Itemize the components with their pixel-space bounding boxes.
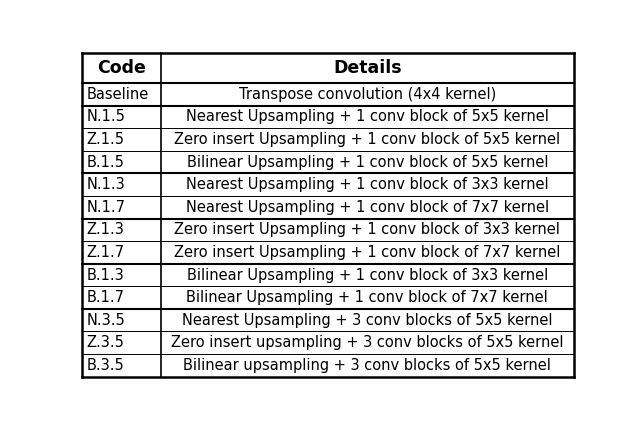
- Text: N.1.3: N.1.3: [86, 177, 125, 192]
- Text: Bilinear Upsampling + 1 conv block of 3x3 kernel: Bilinear Upsampling + 1 conv block of 3x…: [187, 267, 548, 283]
- Text: Code: Code: [97, 59, 146, 77]
- Text: Z.3.5: Z.3.5: [86, 335, 124, 350]
- Text: Nearest Upsampling + 1 conv block of 7x7 kernel: Nearest Upsampling + 1 conv block of 7x7…: [186, 200, 549, 215]
- Text: B.1.5: B.1.5: [86, 155, 124, 170]
- Text: B.3.5: B.3.5: [86, 358, 124, 373]
- Text: Zero insert upsampling + 3 conv blocks of 5x5 kernel: Zero insert upsampling + 3 conv blocks o…: [171, 335, 564, 350]
- Text: Nearest Upsampling + 1 conv block of 5x5 kernel: Nearest Upsampling + 1 conv block of 5x5…: [186, 110, 548, 125]
- Text: Nearest Upsampling + 3 conv blocks of 5x5 kernel: Nearest Upsampling + 3 conv blocks of 5x…: [182, 313, 552, 328]
- Text: N.1.7: N.1.7: [86, 200, 125, 215]
- Text: N.1.5: N.1.5: [86, 110, 125, 125]
- Text: Zero insert Upsampling + 1 conv block of 5x5 kernel: Zero insert Upsampling + 1 conv block of…: [174, 132, 561, 147]
- Text: Bilinear Upsampling + 1 conv block of 5x5 kernel: Bilinear Upsampling + 1 conv block of 5x…: [186, 155, 548, 170]
- Text: B.1.3: B.1.3: [86, 267, 124, 283]
- Text: B.1.7: B.1.7: [86, 290, 124, 305]
- Text: Bilinear Upsampling + 1 conv block of 7x7 kernel: Bilinear Upsampling + 1 conv block of 7x…: [186, 290, 548, 305]
- Text: Zero insert Upsampling + 1 conv block of 3x3 kernel: Zero insert Upsampling + 1 conv block of…: [174, 222, 560, 237]
- Text: Zero insert Upsampling + 1 conv block of 7x7 kernel: Zero insert Upsampling + 1 conv block of…: [174, 245, 561, 260]
- Text: Z.1.3: Z.1.3: [86, 222, 124, 237]
- Text: Details: Details: [333, 59, 401, 77]
- Text: Bilinear upsampling + 3 conv blocks of 5x5 kernel: Bilinear upsampling + 3 conv blocks of 5…: [183, 358, 551, 373]
- Text: Transpose convolution (4x4 kernel): Transpose convolution (4x4 kernel): [239, 87, 496, 102]
- Text: N.3.5: N.3.5: [86, 313, 125, 328]
- Text: Baseline: Baseline: [86, 87, 148, 102]
- Text: Z.1.5: Z.1.5: [86, 132, 124, 147]
- Text: Z.1.7: Z.1.7: [86, 245, 125, 260]
- Text: Nearest Upsampling + 1 conv block of 3x3 kernel: Nearest Upsampling + 1 conv block of 3x3…: [186, 177, 548, 192]
